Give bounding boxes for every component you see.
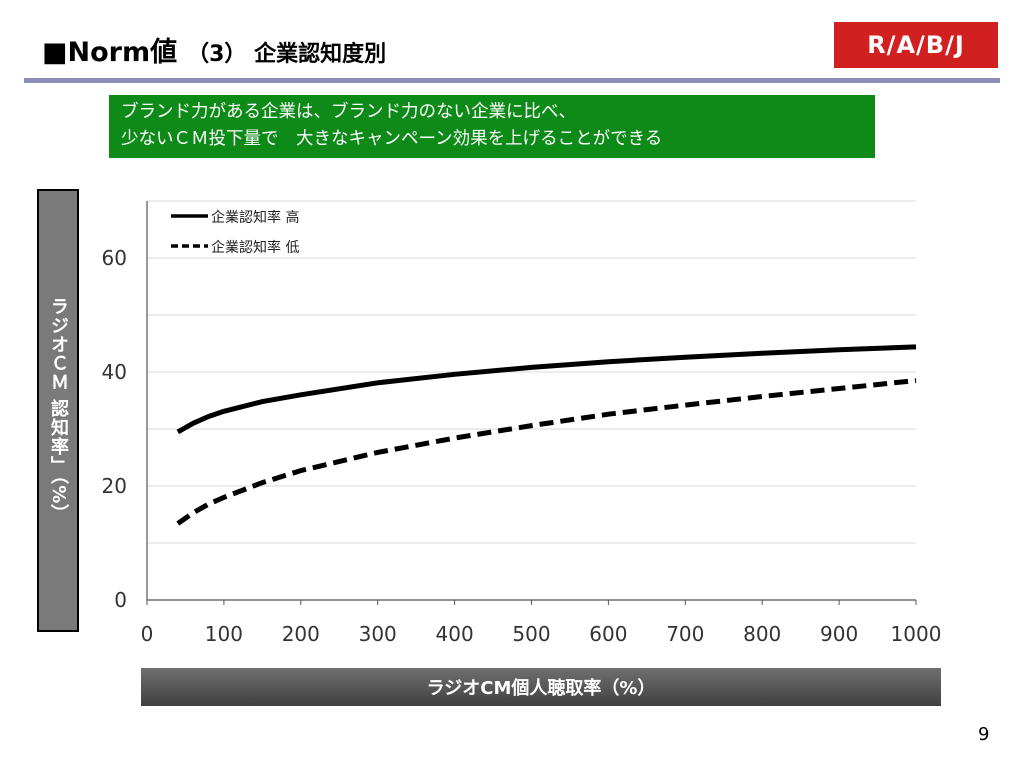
series-line-0 [176, 344, 917, 435]
y-axis-label: ラジオＣＭ 認知率」（%） [48, 297, 69, 524]
y-tick-label-60: 60 [102, 246, 127, 270]
title-subtitle: （3） 企業認知度別 [187, 42, 387, 67]
x-tick-label-400: 400 [436, 622, 474, 646]
legend-label-0: 企業認知率 高 [211, 209, 299, 226]
legend-label-1: 企業認知率 低 [211, 239, 299, 256]
x-tick-label-900: 900 [820, 622, 858, 646]
header-divider [24, 78, 1000, 83]
page-number: 9 [978, 724, 990, 745]
x-tick-label-300: 300 [359, 622, 397, 646]
x-tick-label-100: 100 [205, 622, 243, 646]
y-axis-label-box: ラジオＣＭ 認知率」（%） [37, 189, 79, 632]
callout-box: ブランド力がある企業は、ブランド力のない企業に比べ、 少ないＣＭ投下量で 大きな… [109, 95, 875, 158]
x-tick-label-200: 200 [282, 622, 320, 646]
callout-line-1: ブランド力がある企業は、ブランド力のない企業に比べ、 [121, 102, 576, 122]
x-tick-label-800: 800 [743, 622, 781, 646]
chart-grid [147, 200, 916, 544]
y-tick-label-20: 20 [102, 474, 127, 498]
y-tick-label-0: 0 [114, 588, 127, 612]
x-axis-label: ラジオCM個人聴取率（%） [426, 678, 656, 699]
chart-axes: 0 100 200 300 400 500 600 700 800 900 1000 0 20 40 60 [102, 201, 942, 646]
y-tick-label-40: 40 [102, 360, 127, 384]
x-tick-label-500: 500 [512, 622, 550, 646]
x-tick-label-700: 700 [666, 622, 704, 646]
page-title: ■Norm値 （3） 企業認知度別 [42, 30, 386, 69]
x-tick-label-1000: 1000 [891, 622, 942, 646]
x-tick-label-600: 600 [589, 622, 627, 646]
x-axis-label-box: ラジオCM個人聴取率（%） [141, 668, 941, 706]
x-tick-label-0: 0 [141, 622, 154, 646]
chart-series [176, 344, 917, 526]
series-line-1 [176, 378, 917, 526]
title-main: ■Norm値 [42, 37, 178, 68]
callout-line-2: 少ないＣＭ投下量で 大きなキャンペーン効果を上げることができる [121, 129, 663, 149]
rabj-logo: R/A/B/J [834, 22, 998, 68]
